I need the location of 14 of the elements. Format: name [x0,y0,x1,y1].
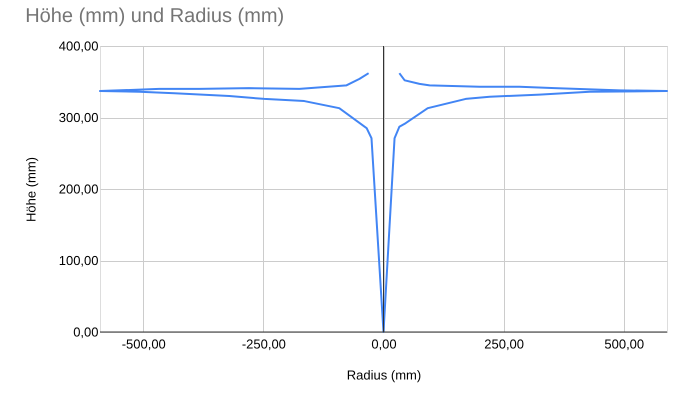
y-tick-label: 0,00 [73,324,98,340]
chart-title: Höhe (mm) und Radius (mm) [25,5,284,27]
line-series [99,72,668,333]
x-tick-label: 0,00 [371,336,397,352]
y-tick-label: 400,00 [58,38,98,54]
y-tick-label: 300,00 [58,110,98,125]
x-tick-label: 250,00 [484,336,524,352]
y-tick-label: 200,00 [58,182,98,196]
x-tick-label: -500,00 [122,336,166,352]
x-axis-title: Radius (mm) [346,368,422,382]
x-tick-label: 500,00 [604,336,644,352]
y-tick-label: 100,00 [58,253,98,268]
x-tick-label: -250,00 [242,336,286,352]
y-axis-title: Höhe (mm) [24,156,39,222]
